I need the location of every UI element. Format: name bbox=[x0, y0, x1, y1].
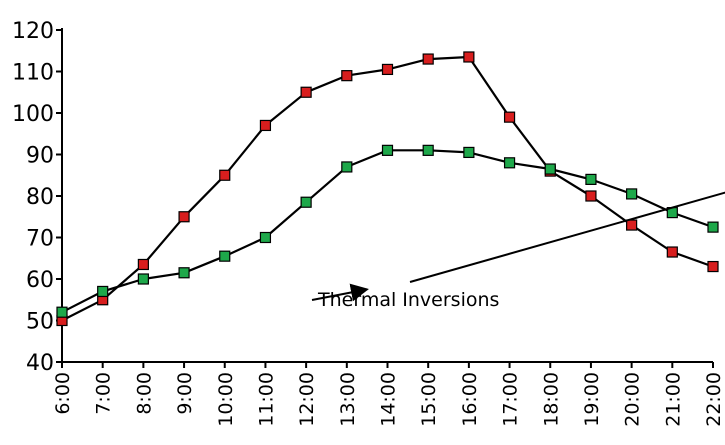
series-2-point bbox=[259, 231, 272, 244]
series-2-point bbox=[341, 161, 353, 173]
x-tick-label: 21:00 bbox=[662, 372, 684, 427]
series-1-point bbox=[463, 51, 475, 63]
x-tick-label: 16:00 bbox=[459, 372, 481, 427]
series-2-line bbox=[61, 149, 714, 314]
series-2-point bbox=[503, 157, 516, 169]
series-2-point bbox=[97, 285, 109, 298]
x-tick-label: 10:00 bbox=[215, 372, 237, 427]
x-tick-label: 7:00 bbox=[93, 372, 115, 415]
series-1-point bbox=[219, 169, 231, 181]
series-2-point bbox=[626, 188, 638, 200]
y-tick-label: 110 bbox=[12, 61, 54, 86]
annotation-arrow bbox=[409, 191, 725, 283]
y-tick-label: 50 bbox=[26, 310, 54, 335]
series-2-point bbox=[585, 173, 597, 185]
series-1-point bbox=[707, 260, 719, 273]
y-tick-label: 70 bbox=[26, 227, 54, 252]
series-1-point bbox=[503, 111, 516, 123]
annotation-label: Thermal Inversions bbox=[317, 289, 499, 311]
series-1-point bbox=[381, 63, 394, 76]
x-tick-label: 8:00 bbox=[133, 372, 155, 415]
x-tick-label: 19:00 bbox=[581, 372, 603, 427]
x-tick-label: 11:00 bbox=[255, 372, 277, 427]
series-1-point bbox=[137, 258, 149, 271]
x-tick-label: 22:00 bbox=[703, 372, 725, 427]
y-tick-label: 90 bbox=[26, 144, 54, 169]
series-2-point bbox=[544, 163, 556, 175]
y-tick-label: 40 bbox=[26, 351, 54, 376]
x-tick-label: 15:00 bbox=[418, 372, 440, 427]
series-1-point bbox=[585, 190, 597, 202]
series-1-point bbox=[422, 53, 434, 65]
series-1-point bbox=[626, 219, 638, 231]
y-tick-label: 60 bbox=[26, 268, 54, 293]
series-1-point bbox=[300, 86, 312, 98]
series-2-point bbox=[381, 144, 394, 156]
annotation-arrow bbox=[311, 283, 369, 302]
series-2-point bbox=[463, 146, 475, 159]
series-2-point bbox=[300, 196, 312, 208]
x-tick-label: 12:00 bbox=[296, 372, 318, 427]
series-2-point bbox=[219, 250, 231, 262]
series-1-point bbox=[178, 211, 190, 223]
series-2-point bbox=[178, 267, 190, 279]
series-1-point bbox=[259, 119, 272, 132]
x-tick-label: 6:00 bbox=[52, 372, 74, 415]
x-tick-label: 17:00 bbox=[500, 372, 522, 427]
series-2-point bbox=[56, 306, 68, 318]
x-tick-label: 9:00 bbox=[174, 372, 196, 415]
y-tick-label: 100 bbox=[12, 102, 54, 127]
x-tick-label: 14:00 bbox=[378, 372, 400, 427]
x-tick-label: 18:00 bbox=[540, 372, 562, 427]
series-1-point bbox=[341, 70, 353, 82]
series-2-point bbox=[707, 221, 719, 233]
x-tick-label: 20:00 bbox=[622, 372, 644, 427]
x-tick-label: 13:00 bbox=[337, 372, 359, 427]
y-tick-label: 80 bbox=[26, 185, 54, 210]
series-1-point bbox=[666, 246, 678, 258]
series-2-point bbox=[422, 144, 434, 156]
series-2-point bbox=[137, 273, 149, 285]
y-tick-label: 120 bbox=[12, 19, 54, 44]
